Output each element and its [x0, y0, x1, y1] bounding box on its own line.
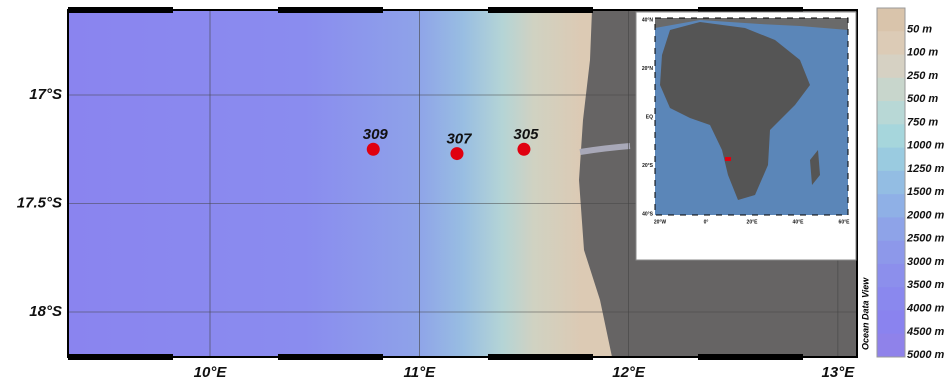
colorbar-swatch — [877, 241, 905, 265]
inset-lon-label: 20°W — [654, 219, 667, 225]
inset-lon-label: 60°E — [839, 219, 851, 225]
station-label: 305 — [513, 126, 539, 143]
inset-lon-label: 20°E — [747, 219, 759, 225]
colorbar-label: 1250 m — [907, 163, 945, 175]
colorbar-swatch — [877, 101, 905, 125]
colorbar-label: 5000 m — [907, 349, 945, 361]
y-tick-label: 18°S — [29, 303, 62, 320]
colorbar-label: 4000 m — [906, 303, 945, 315]
colorbar-swatch — [877, 310, 905, 334]
station-marker — [517, 143, 530, 156]
colorbar-swatch — [877, 124, 905, 148]
colorbar-label: 500 m — [907, 93, 938, 105]
colorbar-label: 50 m — [907, 23, 932, 35]
colorbar-swatch — [877, 287, 905, 311]
x-tick-label: 11°E — [404, 364, 437, 381]
inset-lat-label: 20°N — [642, 66, 654, 72]
credit: Ocean Data View — [860, 277, 870, 350]
colorbar-swatch — [877, 31, 905, 55]
inset-lat-label: 40°N — [642, 17, 654, 23]
colorbar-label: 4500 m — [906, 326, 945, 338]
x-tick-label: 13°E — [822, 364, 856, 381]
colorbar-swatch — [877, 264, 905, 288]
colorbar-label: 2000 m — [906, 209, 945, 221]
colorbar-label: 750 m — [907, 116, 938, 128]
station-marker — [367, 143, 380, 156]
colorbar-label: 2500 m — [906, 233, 945, 245]
colorbar-swatch — [877, 78, 905, 102]
colorbar-swatch — [877, 148, 905, 172]
colorbar-swatch — [877, 334, 905, 358]
y-tick-label: 17.5°S — [17, 194, 62, 211]
colorbar-label: 100 m — [907, 47, 938, 59]
inset-lat-label: 20°S — [642, 163, 654, 169]
colorbar-swatch — [877, 194, 905, 218]
colorbar-swatch — [877, 171, 905, 195]
y-tick-label: 17°S — [29, 86, 62, 103]
inset-map: 40°N 20°N EQ 20°S 40°S20°W 0° 20°E 40°E 60°E — [636, 12, 856, 260]
inset-study-area — [725, 157, 731, 161]
colorbar-label: 3000 m — [907, 256, 945, 268]
colorbar-label: 1500 m — [907, 186, 945, 198]
inset-lat-label: 40°S — [642, 211, 654, 217]
station-marker — [450, 147, 463, 160]
colorbar-swatch — [877, 55, 905, 79]
colorbar-swatch — [877, 217, 905, 241]
colorbar-label: 3500 m — [907, 279, 945, 291]
colorbar-swatch — [877, 8, 905, 32]
map-figure: 40°N 20°N EQ 20°S 40°S20°W 0° 20°E 40°E 60°E 50 … — [0, 0, 952, 385]
inset-lon-label: 0° — [704, 219, 709, 225]
station-label: 309 — [363, 126, 389, 143]
inset-lon-label: 40°E — [793, 219, 805, 225]
x-tick-label: 10°E — [194, 364, 228, 381]
station-label: 307 — [446, 131, 472, 148]
colorbar-label: 1000 m — [907, 140, 945, 152]
x-tick-label: 12°E — [612, 364, 646, 381]
inset-lat-label: EQ — [646, 114, 653, 120]
colorbar: 50 m 100 m 250 m 500 m 750 m 1000 m 1250 m 1500… — [877, 8, 945, 361]
colorbar-label: 250 m — [906, 70, 938, 82]
